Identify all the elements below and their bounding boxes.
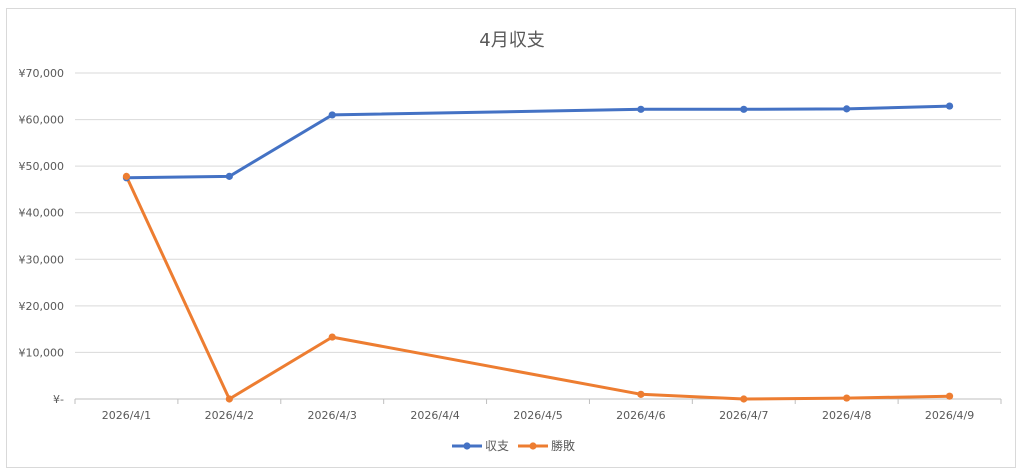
y-tick-label: ¥70,000 (19, 67, 65, 80)
x-tick-label: 2026/4/6 (616, 409, 665, 422)
x-tick-label: 2026/4/1 (102, 409, 151, 422)
data-point (740, 105, 748, 113)
y-tick-label: ¥30,000 (19, 253, 65, 266)
y-tick-label: ¥60,000 (19, 114, 65, 127)
chart-frame (6, 8, 1016, 468)
chart-title: 4月収支 (479, 30, 544, 51)
data-point (945, 102, 954, 110)
series-line (124, 174, 952, 401)
y-tick-label: ¥40,000 (19, 207, 65, 220)
data-point (225, 395, 233, 403)
x-tick-label: 2026/4/4 (410, 409, 459, 422)
x-tick-label: 2026/4/7 (719, 409, 768, 422)
data-point (225, 172, 233, 180)
y-tick-label: ¥50,000 (19, 160, 65, 173)
y-tick-label: ¥20,000 (19, 300, 65, 313)
data-point (328, 111, 336, 119)
series-lines (124, 104, 952, 401)
y-tick-label: ¥- (53, 393, 64, 406)
legend-marker (463, 442, 471, 450)
x-axis-tick-labels: 2026/4/1 2026/4/2 2026/4/3 2026/4/4 2026/4/5… (102, 409, 975, 422)
series-line (124, 104, 952, 180)
legend-marker (529, 442, 537, 450)
data-point (122, 172, 131, 180)
series-points (122, 102, 954, 403)
x-axis (74, 398, 1002, 404)
y-axis-tick-labels: ¥- ¥10,000 ¥20,000 ¥30,000 ¥40,000 ¥50,000 ¥60… (19, 67, 65, 406)
y-tick-label: ¥10,000 (19, 346, 65, 359)
legend-item: 収支 (452, 439, 509, 453)
data-point (637, 105, 645, 113)
data-point (843, 394, 851, 402)
data-point (945, 392, 954, 400)
data-point (843, 105, 851, 113)
data-point (328, 333, 336, 341)
legend-item: 勝敗 (518, 438, 575, 453)
legend-label: 勝敗 (551, 438, 575, 453)
x-tick-label: 2026/4/5 (513, 409, 562, 422)
legend-label: 収支 (485, 439, 509, 453)
legend: 収支 勝敗 (452, 438, 575, 453)
data-point (637, 390, 645, 398)
gridlines (75, 72, 1001, 353)
x-tick-label: 2026/4/2 (205, 409, 254, 422)
x-tick-label: 2026/4/9 (925, 409, 974, 422)
x-tick-label: 2026/4/8 (822, 409, 871, 422)
data-point (740, 395, 748, 403)
x-tick-label: 2026/4/3 (308, 409, 357, 422)
